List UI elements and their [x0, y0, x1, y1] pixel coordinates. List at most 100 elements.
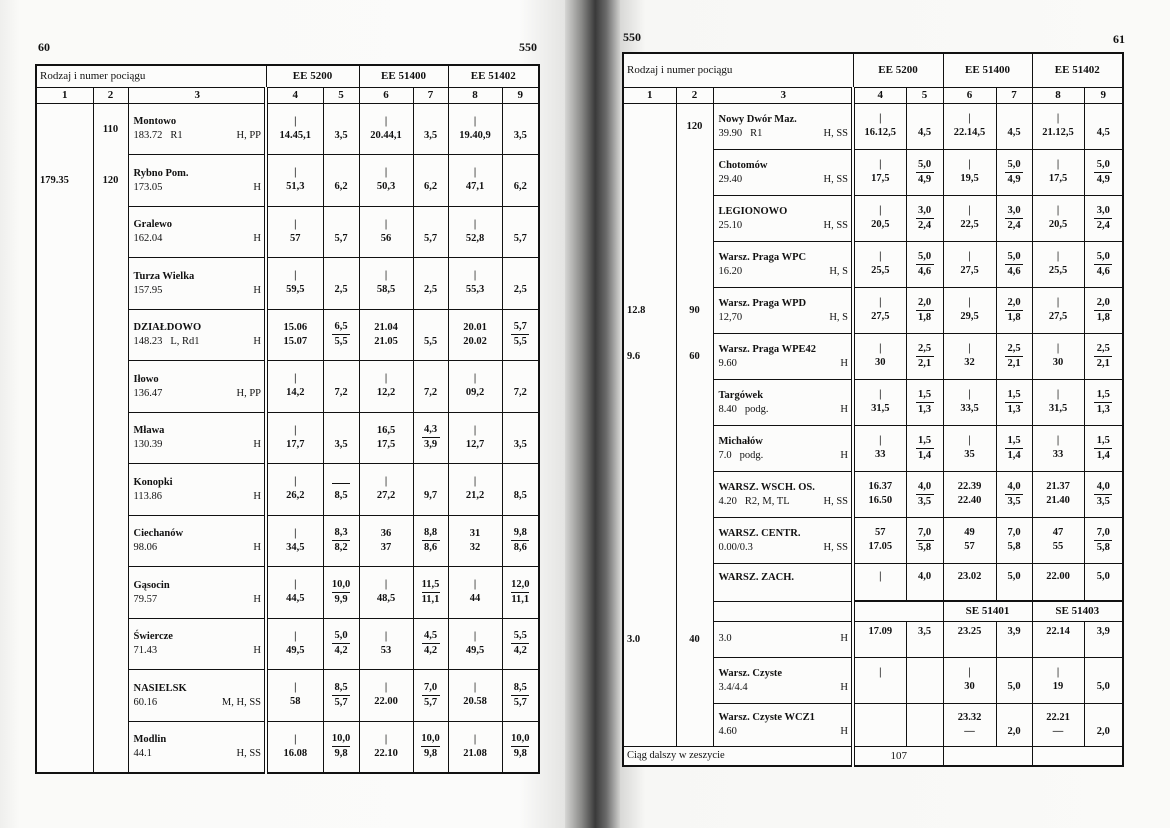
station-mark: R1	[750, 127, 763, 139]
speed-cell: 8,5 5,7	[322, 669, 360, 722]
time-bottom: 21.40	[1036, 494, 1081, 508]
station-name: NASIELSK	[133, 682, 187, 694]
speed-top: 4,0	[910, 570, 940, 584]
station-cell: Gąsocin 79.57 H	[127, 566, 269, 619]
speed-cell	[905, 702, 944, 747]
speed-bottom: 9,9	[327, 593, 356, 607]
speed-cell: 2,5 2,1	[995, 332, 1033, 380]
value: 4,0	[1005, 480, 1024, 495]
speed-cell: 2,5 2,1	[905, 332, 944, 380]
speed-bottom: 2,1	[1000, 357, 1029, 371]
value: |	[294, 527, 297, 539]
distance-cell	[35, 360, 94, 412]
time-bottom: 20,5	[1036, 218, 1081, 232]
value: 8,2	[334, 542, 348, 554]
time-top: |	[363, 269, 410, 283]
speed-top: 10,0	[506, 732, 536, 747]
station-name: Turza Wielka	[133, 270, 195, 282]
value: 3,5	[423, 129, 438, 141]
speed-cell: 7,2	[501, 360, 540, 413]
distance-cell	[35, 463, 94, 515]
speed-top	[327, 166, 356, 180]
value: 20.44,1	[370, 129, 402, 141]
speed-top	[417, 321, 445, 335]
speed-bottom: 7,2	[327, 386, 356, 400]
distance-cell	[622, 703, 677, 746]
value: |	[968, 389, 971, 400]
value: |	[384, 270, 388, 282]
value: 12,0	[511, 578, 530, 593]
value: 20,5	[871, 219, 890, 230]
station-details: 162.04 H	[134, 232, 262, 246]
speed-bottom: 8,5	[327, 489, 356, 503]
column-number: 3	[127, 86, 269, 104]
speed-bottom: 5,5	[417, 335, 445, 349]
speed-bottom: 4,9	[1088, 173, 1120, 187]
speed-cell: 10,0 9,9	[322, 566, 360, 619]
time-cell: | 35	[942, 424, 997, 472]
station-cell: Targówek 8.40 podg. H	[712, 378, 856, 426]
km-position: 12,70	[718, 311, 743, 323]
km-position: 0.00/0.3	[718, 541, 753, 553]
speed-bottom: 4,5	[1088, 126, 1120, 140]
distance-cell: 179.35	[35, 154, 94, 206]
station-details: 173.05 H	[134, 181, 262, 195]
time-top: 16,5	[363, 424, 410, 438]
time-bottom: —	[1036, 725, 1081, 739]
time-top: |	[271, 733, 320, 747]
speed-cell: 4,5	[905, 102, 944, 150]
value: 10,0	[511, 732, 530, 747]
speed-bottom: 5,7	[327, 232, 356, 246]
station-flags: H	[253, 284, 262, 296]
speed-bottom: 1,3	[1000, 403, 1029, 417]
train-type-label: Rodzaj i numer pociągu	[35, 64, 267, 88]
time-top: |	[947, 342, 993, 356]
time-cell: | 33,5	[942, 378, 997, 426]
time-cell: | 50,3	[358, 154, 414, 207]
time-top: |	[947, 158, 993, 172]
time-bottom	[947, 639, 993, 653]
time-top: |	[947, 434, 993, 448]
time-cell: 36 37	[358, 514, 414, 567]
speed-bottom: 3,9	[417, 438, 445, 452]
distance-cell	[35, 206, 94, 258]
station-flags: H	[840, 633, 849, 644]
value: 5,7	[423, 696, 438, 708]
speed-top: 2,0	[910, 296, 940, 311]
line-cell	[675, 601, 714, 621]
value: —	[964, 725, 975, 737]
station-name: WARSZ. WSCH. OS.	[718, 481, 815, 493]
table-row: Iłowo 136.47 H, PP | 14,2 7,2 | 12,2 7,2 | 09,2 7,2	[35, 360, 540, 413]
station-mark	[157, 696, 222, 710]
value: 11,1	[421, 593, 440, 605]
speed-top: 9,8	[506, 526, 536, 542]
line-speed-cell: 120	[92, 154, 129, 206]
column-number: 3	[712, 86, 856, 104]
time-top: |	[1036, 388, 1081, 402]
time-bottom: 59,5	[271, 283, 320, 297]
table-row: 12.8 90 Warsz. Praga WPD 12,70 H, S | 27,5 2,0 1…	[622, 286, 1124, 334]
value: 22,5	[960, 219, 979, 230]
station-mark: podg.	[744, 403, 769, 415]
speed-bottom: 3,5	[506, 438, 536, 452]
time-cell: | 58,5	[358, 257, 414, 310]
station-name: Warsz. Praga WPE42	[718, 343, 817, 355]
time-bottom: 33,5	[947, 402, 993, 416]
time-bottom: 35	[947, 448, 993, 462]
table-row: Chotomów 29.40 H, SS | 17,5 5,0 4,9 | 19,5 5,0 4,9…	[622, 148, 1124, 196]
value: 16.50	[868, 495, 893, 506]
distance-cell	[622, 563, 677, 601]
station-name: Michałów	[718, 435, 763, 447]
speed-top: 3,9	[1000, 625, 1029, 639]
speed-bottom: 7,2	[506, 386, 536, 400]
station-mark	[732, 632, 841, 646]
speed-bottom	[910, 639, 940, 653]
speed-bottom: 2,5	[506, 283, 536, 297]
speed-bottom: 5,8	[910, 541, 940, 555]
value: 5,8	[1096, 541, 1110, 553]
line-speed-cell	[92, 515, 129, 567]
speed-cell: 3,5	[501, 411, 540, 464]
speed-top: 11,5	[417, 578, 445, 593]
station-cell: Iłowo 136.47 H, PP	[127, 360, 269, 413]
station-flags: H, SS	[236, 748, 262, 759]
